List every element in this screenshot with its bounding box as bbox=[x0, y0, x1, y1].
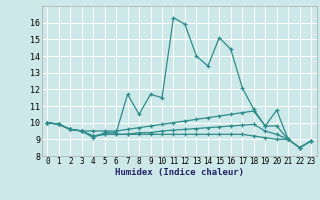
X-axis label: Humidex (Indice chaleur): Humidex (Indice chaleur) bbox=[115, 168, 244, 177]
